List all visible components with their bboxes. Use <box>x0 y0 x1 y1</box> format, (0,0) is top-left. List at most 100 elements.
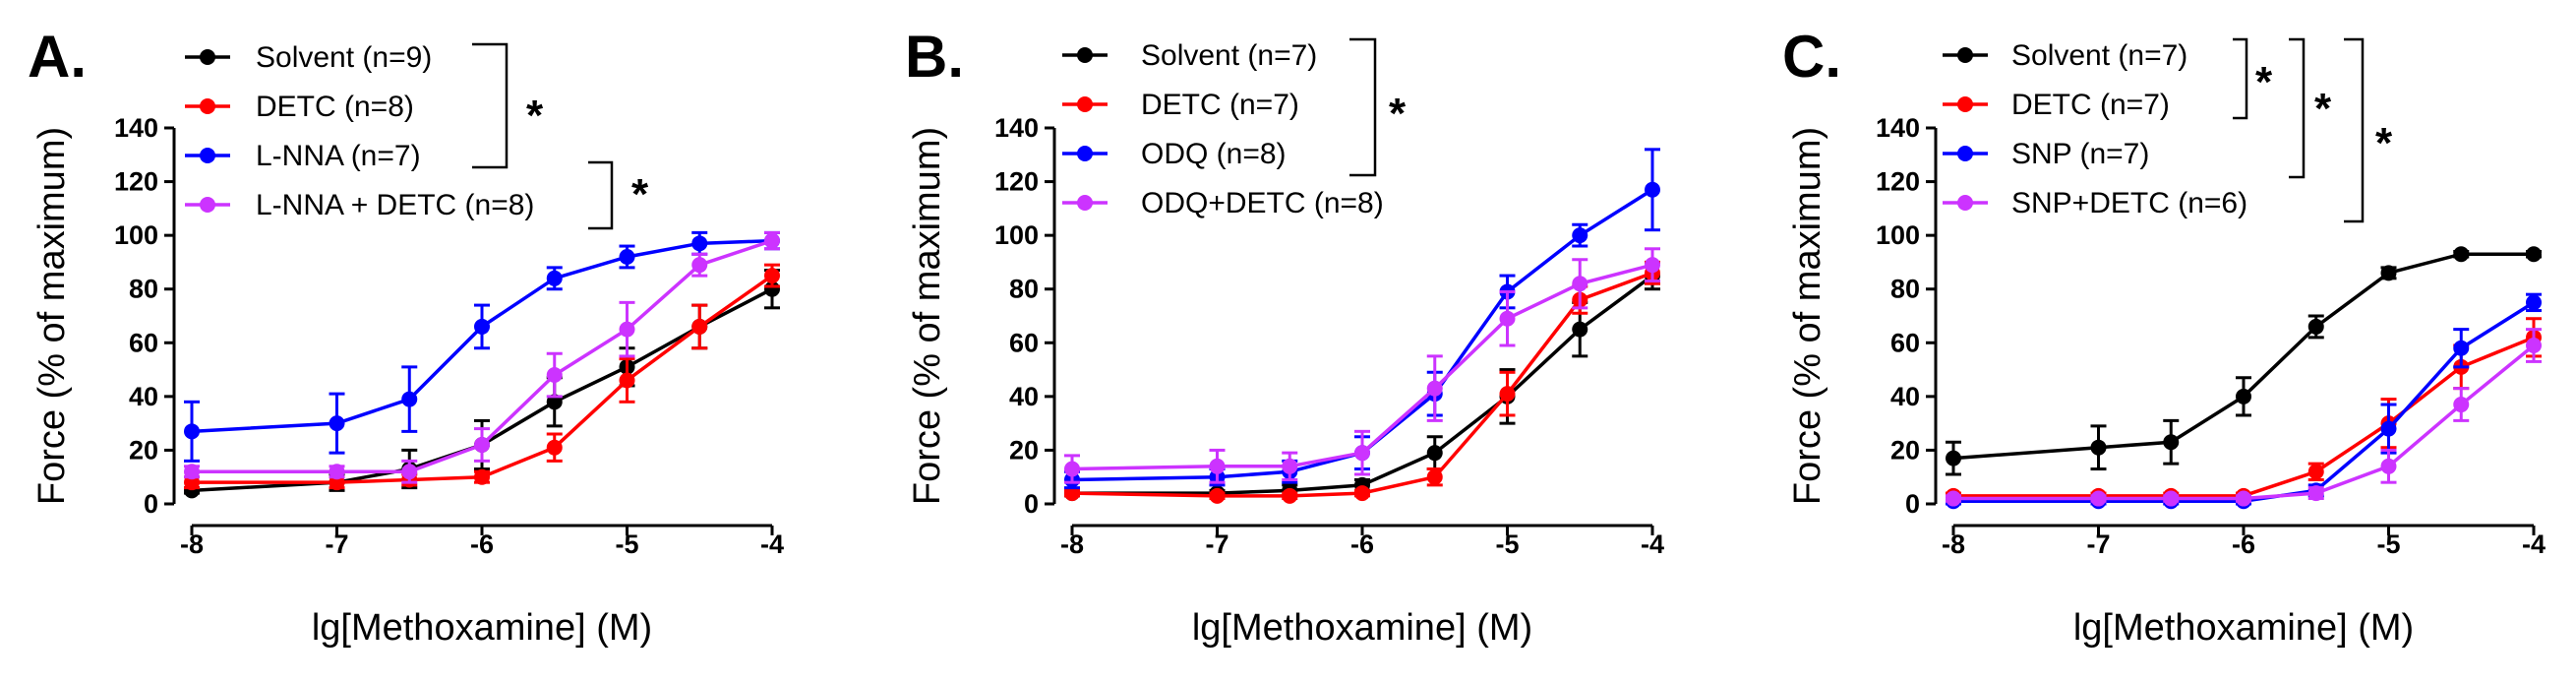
panel-c-y-tick-label: 40 <box>1890 382 1920 411</box>
panel-b-y-tick-label: 120 <box>994 167 1039 197</box>
panel-b-legend-marker <box>1077 47 1093 63</box>
panel-c-data-point <box>2163 490 2180 507</box>
panel-b-y-tick-label: 80 <box>1009 275 1039 304</box>
panel-b-legend-marker <box>1077 195 1093 211</box>
panel-a-x-tick-label: -4 <box>760 529 784 559</box>
panel-a-y-tick-label: 40 <box>129 382 158 411</box>
panel-b-data-point <box>1426 380 1443 397</box>
panel-a-legend-label: Solvent (n=9) <box>256 41 432 74</box>
panel-a-significance-star: * <box>526 92 544 140</box>
panel-a-data-point <box>691 235 708 252</box>
panel-b-y-axis-title: Force (% of maximum) <box>907 127 948 505</box>
panel-c-data-point <box>2380 458 2397 474</box>
panel-c-series-line <box>1952 252 2534 461</box>
panel-b-legend-marker <box>1077 146 1093 161</box>
panel-b-series-4 <box>1064 247 1660 484</box>
panel-a-significance-star: * <box>631 170 649 218</box>
panel-c-y-tick-label: 100 <box>1876 220 1920 250</box>
panel-a-x-tick-label: -5 <box>615 529 638 559</box>
panel-a-y-tick-label: 100 <box>114 220 158 250</box>
panel-c-x-tick-label: -4 <box>2522 529 2546 559</box>
panel-a-legend-marker <box>200 49 215 65</box>
panel-b-data-point <box>1499 310 1516 327</box>
panel-b-series-line <box>1071 271 1653 498</box>
panel-c-legend-marker <box>1957 47 1973 63</box>
panel-b-significance-star: * <box>1389 90 1407 138</box>
panel-a-data-point <box>184 423 200 440</box>
panel-c-data-point <box>2526 246 2542 263</box>
panel-b: B. 0 20 40 60 80 100 120 140 -8 -7 -6 -5 -4 lg[Methoxa… <box>905 24 1664 649</box>
panel-b-y-tick-label: 20 <box>1009 435 1039 465</box>
panel-a-series-line <box>192 238 773 474</box>
panel-c-data-point <box>2236 388 2251 404</box>
panel-a-legend-label: DETC (n=8) <box>256 91 414 123</box>
panel-a-data-point <box>474 468 490 485</box>
panel-c-letter: C. <box>1782 24 1841 90</box>
panel-a-y-tick-label: 20 <box>129 435 158 465</box>
panel-a-data-point <box>474 436 490 453</box>
panel-c-y-axis-title: Force (% of maximum) <box>1787 127 1828 505</box>
panel-a-data-point <box>184 464 200 480</box>
panel-c-data-point <box>2380 265 2397 281</box>
panel-c-series-line <box>1953 336 2535 498</box>
panel-c-series-line <box>1953 343 2536 501</box>
panel-a-data-point <box>401 391 418 407</box>
panel-a-series-line <box>192 274 774 484</box>
panel-a-x-tick-label: -8 <box>180 529 204 559</box>
panel-c-data-point <box>1946 490 1961 507</box>
panel-c-data-point <box>2236 490 2251 507</box>
panel-a-legend-marker <box>200 197 215 213</box>
panel-c-legend-marker <box>1957 195 1973 211</box>
panel-b-data-point <box>1426 468 1443 485</box>
panel-a-data-point <box>764 268 780 284</box>
panel-b-data-point <box>1572 227 1588 244</box>
panel-b-legend-label: ODQ (n=8) <box>1141 138 1287 170</box>
panel-b-data-point <box>1064 461 1080 477</box>
panel-a-series-line <box>191 287 773 493</box>
panel-b-series-line <box>1072 274 1654 495</box>
panel-c-y-tick-label: 60 <box>1890 328 1920 357</box>
panel-c-data-point <box>2526 294 2542 311</box>
panel-b-x-tick-label: -8 <box>1060 529 1084 559</box>
panel-c-x-tick-label: -5 <box>2376 529 2400 559</box>
panel-b-series-line <box>1071 188 1653 482</box>
panel-a-y-tick-label: 120 <box>114 167 158 197</box>
panel-c-legend-label: DETC (n=7) <box>2011 89 2170 121</box>
panel-c-x-tick-label: -6 <box>2232 529 2255 559</box>
panel-c-y-tick-label: 120 <box>1876 167 1920 197</box>
panel-b-x-tick-label: -6 <box>1350 529 1374 559</box>
panel-a-y-tick-label: 80 <box>129 275 158 304</box>
panel-a-data-point <box>329 415 345 432</box>
panel-b-data-point <box>1209 487 1226 504</box>
panel-b-x-tick-label: -7 <box>1205 529 1228 559</box>
panel-c-data-point <box>2163 434 2180 451</box>
panel-a-x-tick-label: -7 <box>325 529 348 559</box>
panel-a-y-tick-label: 60 <box>129 328 158 357</box>
panel-c-significance-bracket <box>2289 37 2306 179</box>
panel-a-legend-label: L-NNA (n=7) <box>256 140 421 172</box>
panel-c-data-point <box>2307 318 2324 335</box>
panel-c-data-point <box>2526 338 2542 354</box>
panel-b-data-point <box>1354 485 1370 502</box>
panel-a-data-point <box>619 372 635 389</box>
panel-c-data-point <box>1946 450 1961 466</box>
panel-c-legend-label: SNP+DETC (n=6) <box>2011 187 2247 219</box>
panel-a-significance-bracket <box>588 160 614 230</box>
panel-b-significance-bracket <box>1349 37 1377 177</box>
panel-b-data-point <box>1572 276 1588 292</box>
panel-c-data-point <box>2453 340 2470 356</box>
panel-b-legend-label: ODQ+DETC (n=8) <box>1141 187 1384 219</box>
panel-c-y-tick-label: 0 <box>1905 489 1920 519</box>
panel-b-y-tick-label: 60 <box>1009 328 1039 357</box>
panel-b-data-point <box>1499 386 1516 403</box>
panel-a-significance-bracket <box>472 42 509 169</box>
panel-c-data-point <box>2090 490 2107 507</box>
panel-b-data-point <box>1354 445 1370 462</box>
panel-c-legend-marker <box>1957 146 1973 161</box>
panel-a-data-point <box>546 270 563 286</box>
panel-b-y-tick-label: 100 <box>994 220 1039 250</box>
panel-a-series-4 <box>184 230 780 484</box>
panel-c: C. 0 20 40 60 80 100 120 140 -8 -7 -6 -5 -4 lg[Methoxa… <box>1782 24 2546 649</box>
panel-b-legend-label: DETC (n=7) <box>1141 89 1299 121</box>
panel-a-series-line <box>191 238 773 434</box>
